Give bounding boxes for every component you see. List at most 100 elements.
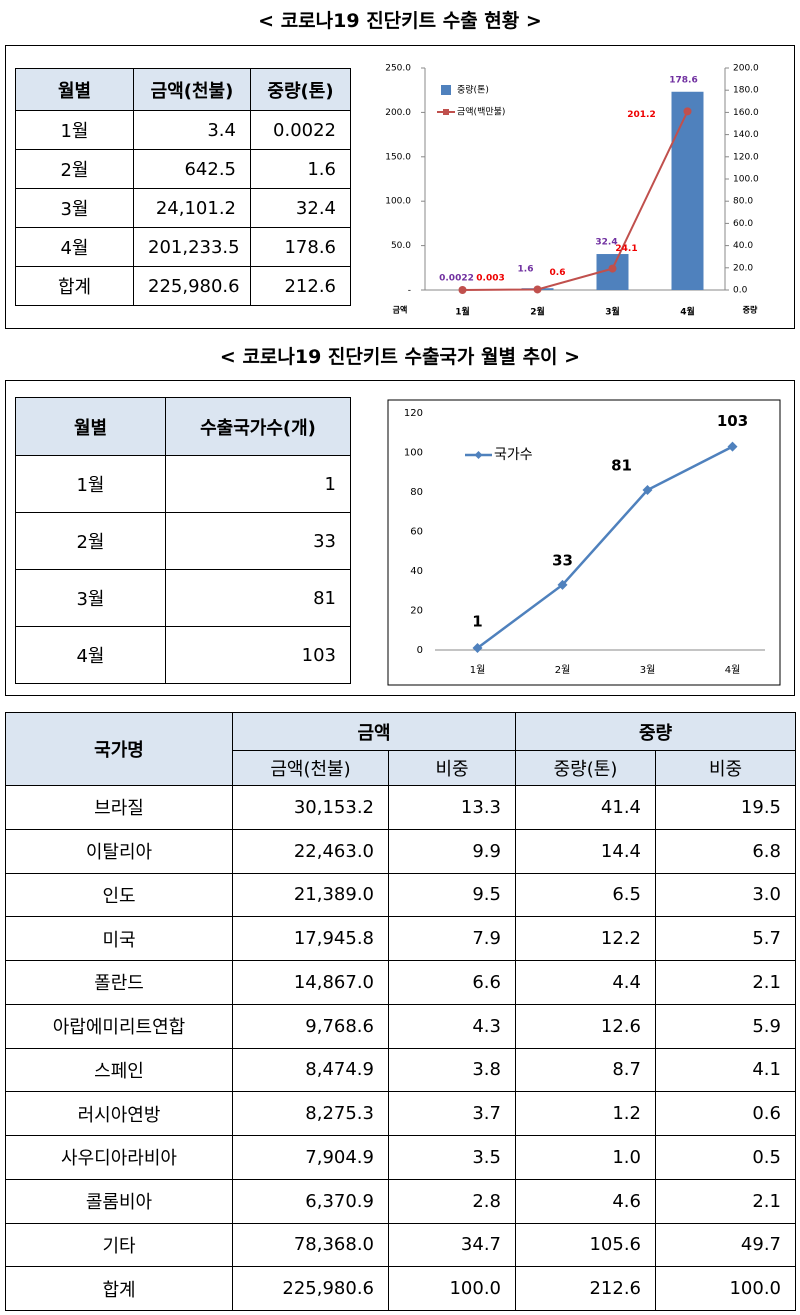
- value-cell: 4.3: [388, 1003, 516, 1049]
- value-cell: 3.0: [655, 872, 796, 918]
- value-cell: 12.2: [515, 916, 656, 961]
- y-tick-label: 120: [404, 408, 423, 419]
- value-cell: 41.4: [515, 785, 656, 830]
- row: 합계 225,980.6 212.6: [15, 266, 351, 306]
- value-cell: 225,980.6: [232, 1266, 389, 1311]
- label-cell: 2월: [15, 149, 134, 189]
- value-cell: 13.3: [388, 785, 516, 830]
- row: 2월 33: [15, 512, 351, 570]
- data-label: 1.6: [518, 265, 534, 275]
- header-row: 국가명 금액 중량: [5, 712, 796, 786]
- label-cell: 1월: [15, 455, 166, 513]
- y-tick-label: 250.0: [385, 64, 411, 74]
- row: 1월 3.4 0.0022: [15, 110, 351, 150]
- y-tick-label: 40: [410, 566, 423, 577]
- value-cell: 1.6: [250, 149, 351, 189]
- y2-tick-label: 200.0: [733, 64, 759, 74]
- country-cell: 브라질: [5, 785, 233, 830]
- y-axis-title: 금액: [393, 305, 408, 315]
- value-cell: 5.9: [655, 1003, 796, 1049]
- value-cell: 0.6: [655, 1091, 796, 1136]
- value-cell: 2.1: [655, 960, 796, 1005]
- header-cell: 국가명: [5, 712, 233, 786]
- value-cell: 3.8: [388, 1047, 516, 1093]
- data-label: 201.2: [627, 110, 655, 120]
- row: 아랍에미리트연합 9,768.6 4.3 12.6 5.9: [5, 1003, 796, 1049]
- row: 3월 81: [15, 569, 351, 627]
- row: 합계 225,980.6 100.0 212.6 100.0: [5, 1266, 796, 1311]
- row: 4월 103: [15, 626, 351, 684]
- value-cell: 1: [165, 455, 351, 513]
- value-cell: 5.7: [655, 916, 796, 961]
- country-cell: 합계: [5, 1266, 233, 1311]
- value-cell: 21,389.0: [232, 872, 389, 918]
- country-cell: 기타: [5, 1222, 233, 1268]
- point: [533, 285, 542, 294]
- section-title: < 코로나19 진단키트 수출 현황 >: [258, 10, 542, 32]
- value-cell: 8.7: [515, 1047, 656, 1093]
- y-tick-label: 200.0: [385, 108, 411, 118]
- chart-frame: [387, 399, 781, 686]
- legend-marker: [443, 109, 449, 115]
- value-cell: 3.5: [388, 1135, 516, 1180]
- row: 러시아연방 8,275.3 3.7 1.2 0.6: [5, 1091, 796, 1136]
- value-cell: 9,768.6: [232, 1003, 389, 1049]
- value-cell: 17,945.8: [232, 916, 389, 961]
- value-cell: 225,980.6: [133, 266, 251, 306]
- country-cell: 아랍에미리트연합: [5, 1003, 233, 1049]
- y2-axis-title: 중량: [743, 305, 758, 315]
- value-cell: 9.9: [388, 828, 516, 874]
- y2-tick-label: 120.0: [733, 152, 759, 162]
- x-tick-label: 1월: [455, 306, 470, 318]
- value-cell: 0.5: [655, 1135, 796, 1180]
- y-tick-label: 100.0: [385, 197, 411, 207]
- data-label: 0.6: [550, 268, 566, 278]
- data-label: 24.1: [615, 244, 637, 254]
- row: 2월 642.5 1.6: [15, 149, 351, 189]
- y2-tick-label: 60.0: [733, 219, 753, 229]
- y-tick-label: 20: [410, 606, 423, 617]
- header-row: 월별 금액(천불) 중량(톤): [15, 68, 351, 111]
- y-tick-label: 80: [410, 487, 423, 498]
- legend-swatch: [441, 85, 451, 95]
- value-cell: 4.1: [655, 1047, 796, 1093]
- value-cell: 212.6: [515, 1266, 656, 1311]
- value-cell: 642.5: [133, 149, 251, 189]
- value-cell: 7,904.9: [232, 1135, 389, 1180]
- point: [608, 264, 617, 273]
- y-tick-label: 60: [410, 527, 423, 538]
- value-cell: 105.6: [515, 1222, 656, 1268]
- country-cell: 미국: [5, 916, 233, 961]
- data-label: 0.0022: [439, 273, 474, 283]
- series-line: [476, 445, 734, 650]
- y2-tick-label: 140.0: [733, 130, 759, 140]
- data-label: 81: [611, 457, 632, 475]
- data-label: 33: [552, 551, 573, 569]
- value-cell: 12.6: [515, 1003, 656, 1049]
- point: [458, 285, 467, 294]
- header-cell: 중량(톤): [250, 68, 351, 111]
- x-tick-label: 3월: [605, 306, 620, 318]
- y2-tick-label: 20.0: [733, 263, 753, 273]
- point: [642, 485, 653, 496]
- row: 이탈리아 22,463.0 9.9 14.4 6.8: [5, 828, 796, 874]
- country-cell: 사우디아라비아: [5, 1135, 233, 1180]
- header-cell: 중량(톤): [515, 750, 656, 786]
- y-tick-label: 50.0: [391, 241, 411, 251]
- x-tick-label: 4월: [725, 664, 741, 676]
- x-tick-label: 2월: [555, 664, 571, 676]
- point: [557, 579, 568, 590]
- value-cell: 4.4: [515, 960, 656, 1005]
- value-cell: 9.5: [388, 872, 516, 918]
- legend-label: 국가수: [494, 447, 533, 463]
- data-label: 103: [717, 412, 748, 430]
- country-table: 국가명 금액 중량 금액(천불) 비중 중량(톤) 비중 브라질 30,153.2 13.3 41.…: [5, 712, 796, 1311]
- data-table: 월별 수출국가수(개) 1월 1 2월 33 3월 81 4월 103: [15, 397, 351, 684]
- point: [683, 107, 692, 116]
- value-cell: 100.0: [655, 1266, 796, 1311]
- value-cell: 100.0: [388, 1266, 516, 1311]
- value-cell: 34.7: [388, 1222, 516, 1268]
- label-cell: 2월: [15, 512, 166, 570]
